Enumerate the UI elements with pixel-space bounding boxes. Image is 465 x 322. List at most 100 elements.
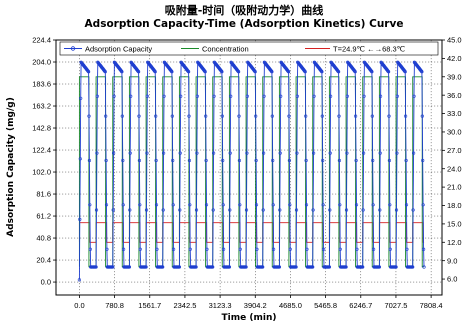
data-point [412,94,416,98]
data-point [137,158,141,163]
chart-title-chinese: 吸附量-时间（吸附动力学）曲线 [165,3,324,17]
data-point [321,158,325,163]
data-point [337,158,342,163]
legend-box [59,41,439,56]
data-point [353,69,357,73]
data-point [294,265,298,269]
data-point [322,247,326,251]
data-point [420,114,424,118]
data-point [254,114,258,118]
data-point [212,151,216,155]
y2-tick-label: 33.0 [447,109,462,118]
y2-axis-ticks: 6.0 9.0 12.0 15.0 18.0 21.0 24.0 27.0 30.0 33.0 36… [442,36,462,284]
y-axis-label: Adsorption Capacity (mg/g) [6,97,16,237]
data-point [87,158,91,163]
data-point [77,278,81,282]
data-point [121,247,126,251]
data-point [153,69,157,73]
data-point [128,151,132,155]
data-point [186,69,190,73]
data-point [88,247,92,251]
y2-tick-label: 18.0 [447,201,462,210]
data-point [394,265,398,269]
data-point [204,158,208,163]
y-tick-label: 204.0 [32,58,51,67]
y2-tick-label: 15.0 [447,219,462,228]
chart-title: Adsorption Capacity-Time (Adsorption Kin… [85,18,404,30]
x-axis-ticks: 0.0 780.8 1561.7 2342.5 3123.3 3904.2 4685.0 54… [74,295,443,310]
y-tick-label: 122.4 [32,146,51,155]
data-point [78,217,82,221]
data-point [244,208,249,212]
data-point [269,69,274,73]
data-point [254,158,258,163]
data-point [236,69,240,73]
data-point [295,94,299,98]
data-point [237,158,241,163]
data-point [404,114,408,118]
data-point [121,158,125,163]
data-point [188,203,192,207]
data-point [270,70,274,74]
data-point [104,114,108,118]
legend: Adsorption Capacity Concentration T=24.9… [59,41,439,56]
data-point [272,247,276,251]
data-point [171,158,175,163]
data-point [170,70,174,74]
data-point [354,114,358,118]
data-point [344,265,348,269]
data-point [121,203,125,207]
x-tick-label: 3123.3 [209,301,232,310]
data-point [369,69,374,73]
data-point [119,69,124,73]
data-point [411,208,415,212]
data-point [172,247,176,251]
y2-tick-label: 9.0 [447,256,457,265]
data-point [277,265,282,269]
data-point [261,208,265,212]
data-point [312,94,316,98]
legend-label-adsorption: Adsorption Capacity [85,44,152,53]
data-point [88,203,92,207]
data-point [127,265,131,269]
data-point [95,94,99,98]
data-point [169,69,174,73]
data-point [204,114,208,118]
data-point [304,114,308,118]
data-point [111,151,116,155]
data-point [120,114,124,118]
data-point [161,265,165,269]
data-point [338,247,342,251]
data-point [94,208,99,212]
y2-tick-label: 21.0 [447,183,462,192]
data-point [321,203,325,207]
data-point [211,208,215,212]
y-tick-label: 61.2 [36,212,51,221]
data-point [386,69,390,73]
data-point [328,208,332,212]
data-point [237,70,241,74]
data-point [103,70,107,74]
data-point [154,158,158,163]
data-point [137,114,141,118]
data-point [211,265,215,269]
data-point [137,70,141,74]
data-point [377,265,382,269]
data-point [337,114,341,118]
y2-tick-label: 12.0 [447,238,462,247]
data-point [194,208,199,212]
data-point [144,265,148,269]
data-point [287,158,292,163]
data-point [154,203,159,207]
x-tick-label: 6246.7 [349,301,372,310]
data-point [344,208,349,212]
data-point [361,265,365,269]
data-point [303,70,307,74]
data-point [244,265,248,269]
data-point [395,94,399,98]
data-point [245,94,249,98]
data-point [103,69,107,73]
y2-tick-label: 30.0 [447,128,462,137]
data-point [178,151,182,155]
